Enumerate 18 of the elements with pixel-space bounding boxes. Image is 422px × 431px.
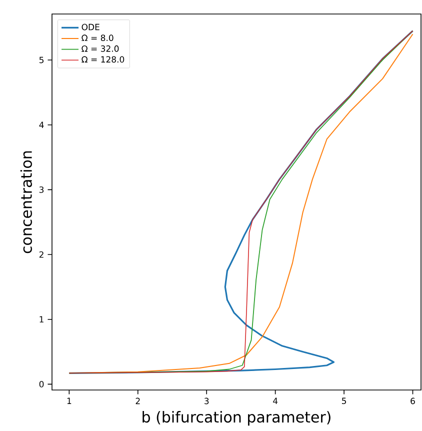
legend-label: Ω = 8.0 <box>82 34 114 42</box>
legend-label: ODE <box>82 24 100 30</box>
x-tick-label: 6 <box>410 398 415 404</box>
y-axis-title: concentration <box>20 151 32 254</box>
legend-label: Ω = 32.0 <box>82 45 119 52</box>
y-tick-label: 1 <box>40 316 44 322</box>
x-tick-label: 3 <box>204 398 209 404</box>
x-tick-label: 5 <box>342 398 346 404</box>
legend-label: Ω = 128.0 <box>82 56 124 63</box>
x-axis-title: b (bifurcation parameter) <box>142 411 330 426</box>
y-tick-label: 2 <box>39 251 44 258</box>
y-tick-label: 3 <box>39 186 44 193</box>
y-tick-label: 0 <box>39 380 44 388</box>
x-tick-label: 1 <box>67 398 72 404</box>
y-tick-label: 4 <box>39 122 44 128</box>
x-tick-label: 2 <box>136 398 140 404</box>
x-tick-label: 4 <box>273 398 278 404</box>
y-tick-label: 5 <box>39 56 44 64</box>
